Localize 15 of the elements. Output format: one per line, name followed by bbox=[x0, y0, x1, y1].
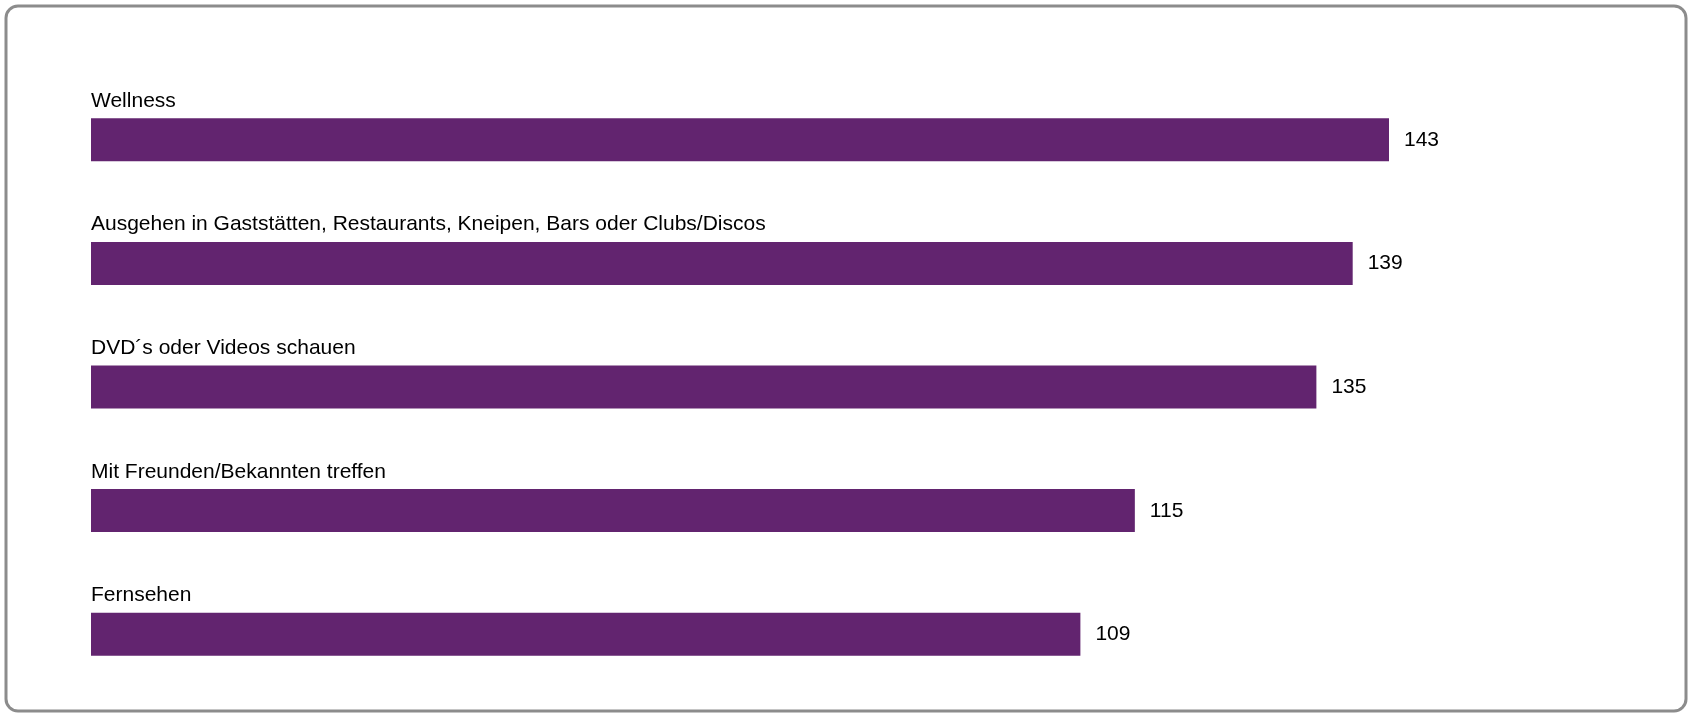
y-tick-label: DVD´s oder Videos schauen bbox=[91, 335, 356, 358]
y-tick-label: Wellness bbox=[91, 87, 176, 111]
data-label: 139 bbox=[1367, 250, 1403, 274]
y-tick-label: Fernsehen bbox=[91, 582, 192, 606]
data-label: 115 bbox=[1149, 497, 1184, 521]
bar bbox=[91, 489, 1135, 533]
bar bbox=[91, 241, 1353, 285]
data-label: 143 bbox=[1404, 126, 1440, 150]
bar bbox=[91, 612, 1081, 656]
y-tick-label: Ausgehen in Gaststätten, Restaurants, Kneipen, Bars oder Clubs/Discos bbox=[91, 211, 766, 235]
bar bbox=[91, 118, 1389, 162]
bar bbox=[91, 365, 1317, 409]
y-tick-label: Mit Freunden/Bekannten treffen bbox=[91, 458, 386, 482]
data-label: 135 bbox=[1331, 374, 1367, 397]
data-label: 109 bbox=[1095, 621, 1131, 645]
